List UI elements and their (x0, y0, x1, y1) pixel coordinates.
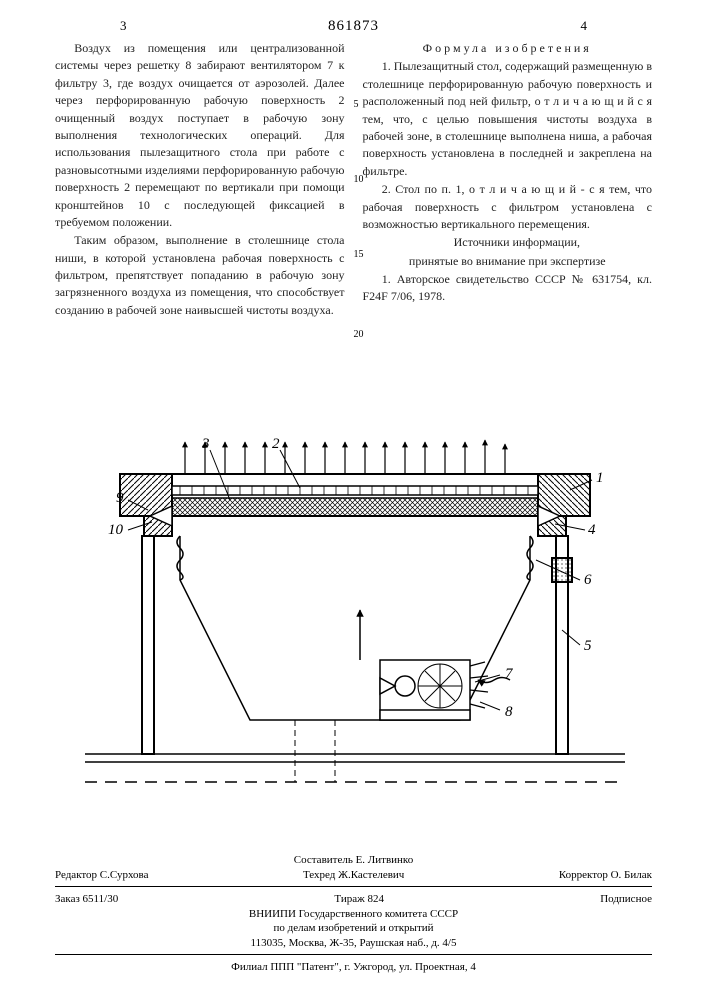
paragraph: Таким образом, выполнение в столешнице с… (55, 232, 345, 319)
address: 113035, Москва, Ж-35, Раушская наб., д. … (55, 936, 652, 951)
order-number: Заказ 6511/30 (55, 892, 118, 907)
corrector: Корректор О. Билак (559, 868, 652, 883)
page-number-right: 4 (581, 18, 588, 34)
duct (177, 536, 533, 720)
formula-title: Формула изобретения (363, 40, 653, 57)
perforated-surface (172, 486, 538, 495)
page-number-left: 3 (120, 18, 127, 34)
podpisnoe: Подписное (600, 892, 652, 907)
tirazh: Тираж 824 (334, 892, 384, 907)
sources-title: Источники информации, (363, 234, 653, 251)
claim: 1. Пылезащитный стол, содержащий размеще… (363, 58, 653, 180)
techred: Техред Ж.Кастелевич (303, 868, 404, 883)
sources-sub: принятые во внимание при экспертизе (363, 253, 653, 270)
text-columns: Воздух из помещения или централизованной… (55, 40, 652, 320)
label-7: 7 (505, 666, 514, 682)
line-num: 20 (354, 330, 364, 340)
document-number: 861873 (328, 18, 379, 35)
org-line2: по делам изобретений и открытий (55, 921, 652, 936)
floor (85, 754, 625, 782)
label-2: 2 (272, 436, 280, 452)
compiler: Составитель Е. Литвинко (55, 853, 652, 868)
paragraph: Воздух из помещения или централизованной… (55, 40, 345, 231)
label-5: 5 (584, 638, 592, 654)
cross-section-diagram: 3 2 1 9 10 4 6 5 7 8 (80, 430, 630, 810)
label-8: 8 (505, 704, 513, 720)
filial: Филиал ППП "Патент", г. Ужгород, ул. Про… (55, 960, 652, 975)
label-3: 3 (201, 436, 210, 452)
label-1: 1 (596, 470, 604, 486)
patent-page: 3 861873 4 5 10 15 20 Воздух из помещени… (0, 0, 707, 1000)
org-line1: ВНИИПИ Государственного комитета СССР (55, 907, 652, 922)
filter (172, 498, 538, 516)
source-item: 1. Авторское свидетельство СССР № 631754… (363, 271, 653, 306)
legs (142, 536, 572, 754)
label-6: 6 (584, 572, 592, 588)
left-column: Воздух из помещения или централизованной… (55, 40, 345, 320)
label-10: 10 (108, 522, 124, 538)
claim: 2. Стол по п. 1, о т л и ч а ю щ и й - с… (363, 181, 653, 233)
imprint-footer: Составитель Е. Литвинко Редактор С.Сурхо… (55, 853, 652, 975)
fan-assembly (380, 660, 510, 720)
editor: Редактор С.Сурхова (55, 868, 148, 883)
airflow-arrows (185, 440, 505, 474)
label-4: 4 (588, 522, 596, 538)
hidden-lines (295, 720, 335, 782)
label-9: 9 (116, 490, 124, 506)
right-column: Формула изобретения 1. Пылезащитный стол… (363, 40, 653, 320)
